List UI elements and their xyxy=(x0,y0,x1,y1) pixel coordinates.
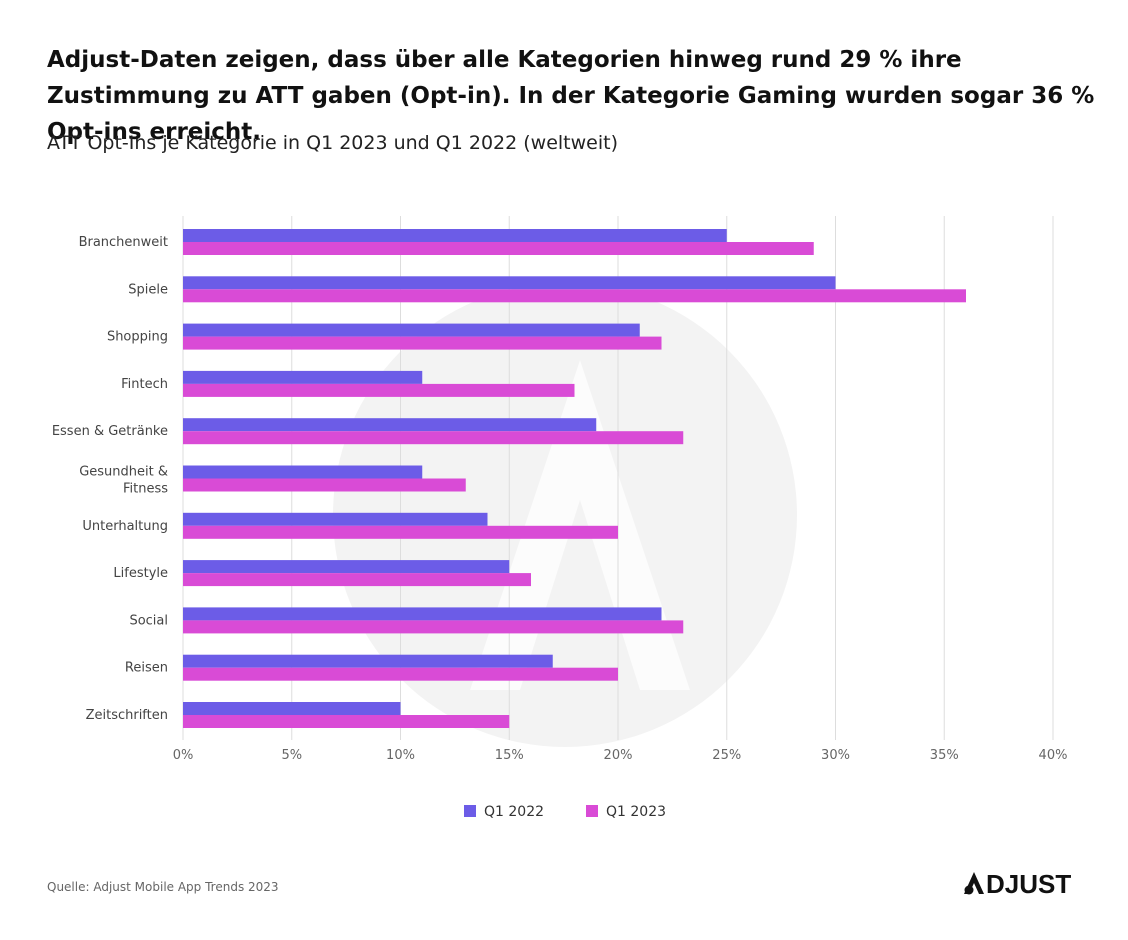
legend-item-q1-2023-swatch xyxy=(586,805,598,817)
bar-q1-2022 xyxy=(183,276,836,290)
bar-q1-2022 xyxy=(183,465,423,479)
x-axis-ticks: 0% 5% 10% 15% 20% 25% 30% 35% 40% xyxy=(173,748,1068,763)
bar-q1-2023 xyxy=(183,478,466,492)
legend-item-q1-2023-label: Q1 2023 xyxy=(606,804,666,820)
category-labels: Branchenweit Spiele Shopping Fintech Essen &… xyxy=(52,235,168,723)
bar-q1-2022 xyxy=(183,418,597,432)
x-tick-label: 15% xyxy=(495,748,524,763)
adjust-logo-mark: DJUST xyxy=(964,869,1071,899)
bar-q1-2022 xyxy=(183,654,553,668)
bar-q1-2022 xyxy=(183,323,640,337)
category-label: Zeitschriften xyxy=(86,708,168,723)
chart-legend: Q1 2022 Q1 2023 xyxy=(464,804,666,820)
bar-q1-2023 xyxy=(183,573,531,587)
bar-q1-2022 xyxy=(183,229,727,242)
bar-q1-2023 xyxy=(183,383,575,397)
category-label: Shopping xyxy=(107,330,168,345)
bar-q1-2023 xyxy=(183,715,510,728)
bar-q1-2023 xyxy=(183,525,618,539)
x-tick-label: 0% xyxy=(173,748,194,763)
category-label: Unterhaltung xyxy=(82,519,168,534)
category-label: Reisen xyxy=(125,661,168,676)
bar-q1-2022 xyxy=(183,560,510,574)
bar-q1-2023 xyxy=(183,667,618,681)
x-tick-label: 40% xyxy=(1039,748,1068,763)
x-tick-label: 20% xyxy=(604,748,633,763)
x-tick-label: 25% xyxy=(712,748,741,763)
chart-title: Adjust-Daten zeigen, dass über alle Kate… xyxy=(47,47,1095,145)
legend-item-q1-2022-label: Q1 2022 xyxy=(484,804,544,820)
svg-text:DJUST: DJUST xyxy=(986,869,1071,898)
adjust-logo: DJUST xyxy=(962,868,1082,902)
source-note: Quelle: Adjust Mobile App Trends 2023 xyxy=(47,880,279,894)
bar-q1-2023 xyxy=(183,431,684,445)
category-label: Gesundheit & xyxy=(79,465,168,480)
legend-item-q1-2022-swatch xyxy=(464,805,476,817)
bar-q1-2023 xyxy=(183,336,662,350)
bar-q1-2022 xyxy=(183,702,401,715)
category-label: Lifestyle xyxy=(113,566,168,581)
x-tick-label: 35% xyxy=(930,748,959,763)
x-tick-label: 10% xyxy=(386,748,415,763)
chart-subtitle: ATT Opt-Ins je Kategorie in Q1 2023 und … xyxy=(47,132,619,154)
category-label-cont: Fitness xyxy=(123,482,168,497)
category-label: Branchenweit xyxy=(79,235,168,250)
bar-q1-2022 xyxy=(183,512,488,526)
category-label: Spiele xyxy=(128,282,168,297)
x-tick-label: 30% xyxy=(821,748,850,763)
bar-q1-2022 xyxy=(183,370,423,384)
bar-q1-2023 xyxy=(183,242,814,255)
category-label: Social xyxy=(129,613,168,628)
category-label: Fintech xyxy=(121,377,168,392)
chart-bars xyxy=(183,229,966,728)
bar-q1-2022 xyxy=(183,607,662,621)
category-label: Essen & Getränke xyxy=(52,424,168,439)
bar-q1-2023 xyxy=(183,289,966,303)
bar-q1-2023 xyxy=(183,620,684,634)
x-tick-label: 5% xyxy=(281,748,302,763)
